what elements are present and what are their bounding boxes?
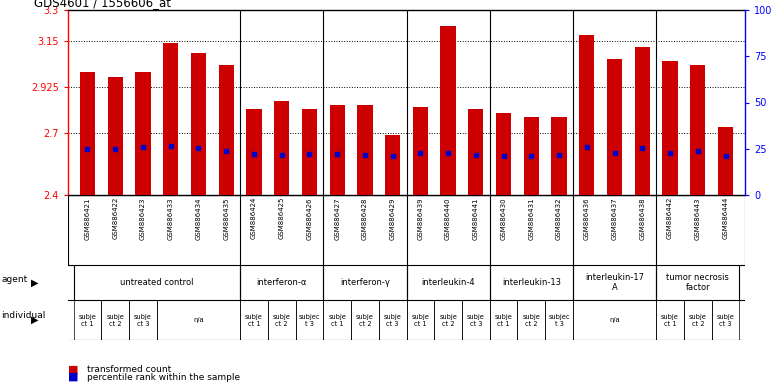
Text: subje
ct 3: subje ct 3: [467, 313, 485, 326]
Text: GSM886430: GSM886430: [500, 197, 507, 240]
Text: ▶: ▶: [31, 278, 39, 288]
Text: n/a: n/a: [609, 317, 620, 323]
Text: ■: ■: [68, 364, 79, 374]
Bar: [246, 109, 261, 195]
Bar: [607, 60, 622, 195]
Text: GSM886422: GSM886422: [112, 197, 118, 240]
Bar: [635, 47, 650, 195]
Bar: [468, 109, 483, 195]
Text: GSM886438: GSM886438: [639, 197, 645, 240]
Bar: [190, 53, 206, 195]
Text: GSM886439: GSM886439: [417, 197, 423, 240]
Text: GSM886423: GSM886423: [140, 197, 146, 240]
Bar: [690, 66, 705, 195]
Bar: [79, 72, 95, 195]
Bar: [579, 35, 594, 195]
Bar: [135, 72, 150, 195]
Text: subje
ct 3: subje ct 3: [384, 313, 402, 326]
Text: interleukin-4: interleukin-4: [421, 278, 475, 287]
Text: GSM886432: GSM886432: [556, 197, 562, 240]
Text: GSM886437: GSM886437: [611, 197, 618, 240]
Text: GSM886434: GSM886434: [195, 197, 201, 240]
Bar: [163, 43, 178, 195]
Bar: [329, 104, 345, 195]
Bar: [496, 113, 511, 195]
Text: tumor necrosis
factor: tumor necrosis factor: [666, 273, 729, 292]
Text: subje
ct 3: subje ct 3: [134, 313, 152, 326]
Text: subje
ct 1: subje ct 1: [245, 313, 263, 326]
Text: subje
ct 1: subje ct 1: [495, 313, 513, 326]
Text: interferon-γ: interferon-γ: [340, 278, 390, 287]
Bar: [551, 117, 567, 195]
Text: n/a: n/a: [193, 317, 204, 323]
Text: subje
ct 1: subje ct 1: [79, 313, 96, 326]
Text: subje
ct 3: subje ct 3: [716, 313, 735, 326]
Text: GSM886444: GSM886444: [722, 197, 729, 240]
Text: individual: individual: [2, 311, 46, 321]
Text: GSM886443: GSM886443: [695, 197, 701, 240]
Text: subjec
t 3: subjec t 3: [548, 313, 570, 326]
Text: GSM886431: GSM886431: [528, 197, 534, 240]
Text: GSM886441: GSM886441: [473, 197, 479, 240]
Text: interferon-α: interferon-α: [257, 278, 307, 287]
Text: GSM886425: GSM886425: [278, 197, 284, 240]
Bar: [218, 66, 234, 195]
Text: subje
ct 2: subje ct 2: [273, 313, 291, 326]
Text: transformed count: transformed count: [87, 365, 171, 374]
Text: GSM886424: GSM886424: [251, 197, 257, 240]
Text: GSM886428: GSM886428: [362, 197, 368, 240]
Text: ▶: ▶: [31, 315, 39, 325]
Text: subje
ct 1: subje ct 1: [328, 313, 346, 326]
Text: GSM886433: GSM886433: [167, 197, 173, 240]
Bar: [440, 26, 456, 195]
Bar: [524, 117, 539, 195]
Text: GSM886436: GSM886436: [584, 197, 590, 240]
Text: subje
ct 2: subje ct 2: [356, 313, 374, 326]
Bar: [385, 136, 400, 195]
Text: ■: ■: [68, 372, 79, 382]
Bar: [301, 109, 317, 195]
Text: interleukin-13: interleukin-13: [502, 278, 561, 287]
Text: GSM886429: GSM886429: [389, 197, 396, 240]
Text: percentile rank within the sample: percentile rank within the sample: [87, 372, 241, 382]
Text: GSM886442: GSM886442: [667, 197, 673, 240]
Text: subje
ct 1: subje ct 1: [662, 313, 679, 326]
Bar: [718, 127, 733, 195]
Text: GDS4601 / 1556606_at: GDS4601 / 1556606_at: [34, 0, 171, 9]
Text: GSM886435: GSM886435: [223, 197, 229, 240]
Text: subje
ct 1: subje ct 1: [412, 313, 429, 326]
Text: GSM886440: GSM886440: [445, 197, 451, 240]
Bar: [412, 107, 428, 195]
Text: GSM886427: GSM886427: [334, 197, 340, 240]
Text: subje
ct 2: subje ct 2: [523, 313, 540, 326]
Text: subjec
t 3: subjec t 3: [298, 313, 320, 326]
Text: GSM886426: GSM886426: [306, 197, 312, 240]
Text: agent: agent: [2, 275, 28, 283]
Text: interleukin-17
A: interleukin-17 A: [585, 273, 644, 292]
Text: subje
ct 2: subje ct 2: [106, 313, 124, 326]
Bar: [357, 104, 372, 195]
Bar: [107, 77, 123, 195]
Bar: [274, 101, 289, 195]
Text: subje
ct 2: subje ct 2: [439, 313, 457, 326]
Text: GSM886421: GSM886421: [84, 197, 90, 240]
Text: untreated control: untreated control: [120, 278, 194, 287]
Text: subje
ct 2: subje ct 2: [689, 313, 707, 326]
Bar: [662, 61, 678, 195]
